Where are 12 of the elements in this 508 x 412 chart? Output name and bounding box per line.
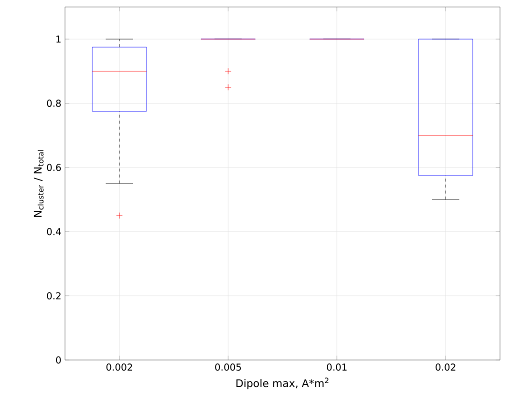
y-axis-title: N$_{cluster}$ / N$_{total}$	[34, 150, 44, 217]
x-tick-label: 0.01	[326, 364, 347, 371]
x-tick-label: 0.02	[436, 364, 456, 371]
y-tick-label: 0.2	[46, 292, 61, 300]
y-tick-label: 0.4	[46, 228, 61, 236]
y-tick-label: 0.8	[46, 100, 61, 107]
x-axis-title: Dipole max, A*m$^{2}$	[236, 378, 328, 390]
y-tick-label: 0.6	[46, 164, 61, 172]
x-tick-label: 0.005	[215, 364, 241, 371]
y-tick-label: 1	[56, 36, 61, 43]
y-tick-label: 0	[56, 356, 61, 364]
x-tick-label: 0.002	[106, 364, 132, 371]
